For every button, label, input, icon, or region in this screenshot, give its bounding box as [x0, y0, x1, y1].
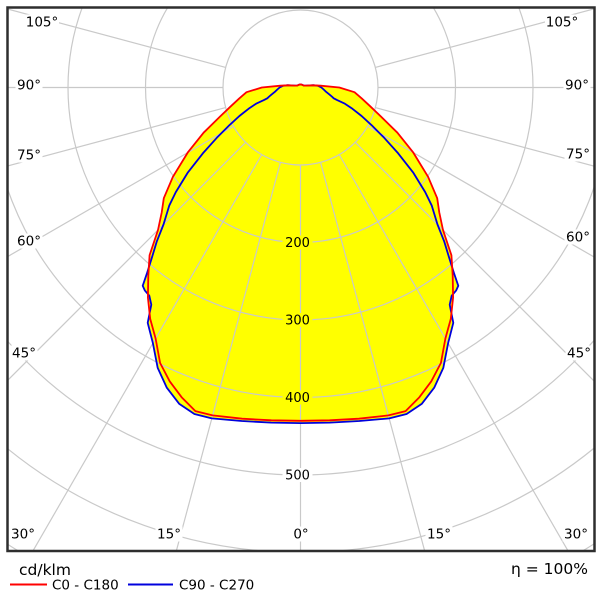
angle-label: 90°: [565, 78, 589, 94]
angle-label-bg: [562, 526, 590, 542]
angle-tick-labels: 105° 105° 90° 90° 75° 75° 60° 60° 45° 45° 30° 15° 0°…: [9, 14, 593, 543]
angle-label: 60°: [566, 230, 590, 246]
angle-label: 90°: [17, 78, 41, 94]
angle-label: 15°: [157, 527, 181, 543]
ray-75: [375, 106, 595, 167]
angle-label: 45°: [12, 346, 36, 362]
ray--60: [7, 125, 234, 258]
angle-label-bg: [15, 77, 43, 93]
angle-label-bg: [155, 526, 183, 542]
angle-label: 75°: [566, 147, 590, 163]
ray--75: [7, 106, 226, 167]
angle-label-bg: [564, 229, 592, 245]
angle-label-bg: [25, 14, 59, 30]
angle-label-bg: [564, 146, 592, 162]
unit-label: cd/klm: [19, 561, 71, 579]
ray-60: [367, 125, 595, 258]
angle-label-bg: [425, 526, 453, 542]
angle-label: 45°: [567, 346, 591, 362]
ray-105: [375, 8, 595, 69]
ring-label-400: 400: [285, 391, 310, 406]
angle-label: 30°: [564, 527, 588, 543]
ring-label-200: 200: [285, 236, 310, 251]
ray-45: [354, 141, 595, 383]
intensity-curves-layer: [141, 83, 460, 424]
legend-label-1: C90 - C270: [179, 578, 254, 594]
ray-30: [338, 154, 569, 551]
angle-label-bg: [15, 147, 43, 163]
ray--45: [7, 141, 247, 382]
legend: C0 - C180 C90 - C270: [10, 578, 254, 594]
angle-label: 105°: [546, 15, 579, 31]
ray--30: [32, 154, 263, 551]
angle-label: 30°: [11, 527, 35, 543]
ray-15: [319, 162, 426, 551]
ring-label-bg: [282, 313, 313, 327]
ring-label-500: 500: [285, 469, 310, 484]
angle-label: 15°: [427, 527, 451, 543]
angle-label-bg: [9, 526, 37, 542]
plot-border: [6, 6, 596, 553]
efficiency-label: η = 100%: [511, 560, 588, 578]
angle-label-bg: [291, 526, 311, 542]
angle-label-bg: [10, 345, 38, 361]
curve-C0-C180: [147, 83, 454, 422]
angle-label-bg: [15, 233, 43, 249]
angle-label-bg: [563, 77, 591, 93]
ring-label-300: 300: [285, 314, 310, 329]
ray--15: [175, 162, 282, 551]
angle-label: 0°: [293, 527, 308, 543]
ring-label-bg: [282, 468, 313, 482]
ring-label-bg: [282, 390, 313, 405]
angle-label: 60°: [17, 234, 41, 250]
ring-label-bg: [282, 235, 313, 250]
angle-label: 75°: [17, 148, 41, 164]
angle-label-bg: [565, 345, 593, 361]
ray--105: [7, 8, 226, 69]
angle-label-bg: [545, 14, 579, 30]
legend-label-0: C0 - C180: [52, 578, 119, 594]
angle-label: 105°: [26, 15, 59, 31]
